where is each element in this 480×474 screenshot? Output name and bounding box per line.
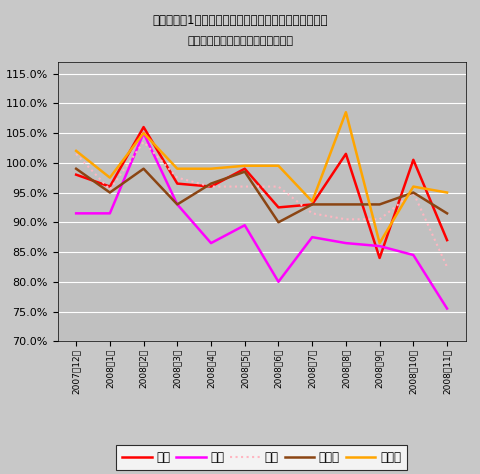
雑誌 [141, 139, 146, 145]
テレビ [377, 240, 383, 246]
全社 [107, 184, 113, 190]
新聞 [107, 210, 113, 216]
雑誌 [242, 184, 248, 190]
Text: 電通の過去1年間における業務別売上高前年同月比推移: 電通の過去1年間における業務別売上高前年同月比推移 [152, 14, 328, 27]
全社 [410, 157, 416, 163]
雑誌 [377, 217, 383, 222]
全社 [276, 205, 281, 210]
ラジオ [276, 219, 281, 225]
Line: テレビ: テレビ [76, 112, 447, 243]
Line: ラジオ: ラジオ [76, 169, 447, 222]
新聞 [343, 240, 349, 246]
雑誌 [208, 184, 214, 190]
Legend: 全社, 新聞, 雑誌, ラジオ, テレビ: 全社, 新聞, 雑誌, ラジオ, テレビ [116, 445, 407, 470]
全社 [141, 124, 146, 130]
全社 [73, 172, 79, 178]
テレビ [208, 166, 214, 172]
全社 [343, 151, 349, 157]
ラジオ [73, 166, 79, 172]
Line: 全社: 全社 [76, 127, 447, 258]
新聞 [410, 252, 416, 258]
新聞 [309, 234, 315, 240]
テレビ [410, 184, 416, 190]
テレビ [309, 199, 315, 204]
新聞 [73, 210, 79, 216]
ラジオ [141, 166, 146, 172]
雑誌 [174, 175, 180, 181]
ラジオ [208, 181, 214, 186]
新聞 [174, 201, 180, 207]
テレビ [73, 148, 79, 154]
雑誌 [107, 187, 113, 192]
新聞 [276, 279, 281, 284]
ラジオ [309, 201, 315, 207]
雑誌 [309, 210, 315, 216]
ラジオ [107, 190, 113, 195]
テレビ [242, 163, 248, 169]
テレビ [174, 166, 180, 172]
全社 [174, 181, 180, 186]
全社 [242, 166, 248, 172]
雑誌 [410, 190, 416, 195]
雑誌 [444, 264, 450, 270]
Line: 雑誌: 雑誌 [76, 142, 447, 267]
テレビ [343, 109, 349, 115]
雑誌 [343, 217, 349, 222]
ラジオ [343, 201, 349, 207]
テレビ [141, 130, 146, 136]
新聞 [377, 243, 383, 249]
雑誌 [276, 184, 281, 190]
テレビ [444, 190, 450, 195]
ラジオ [444, 210, 450, 216]
新聞 [141, 130, 146, 136]
新聞 [208, 240, 214, 246]
雑誌 [73, 151, 79, 157]
ラジオ [174, 201, 180, 207]
ラジオ [377, 201, 383, 207]
新聞 [444, 306, 450, 311]
全社 [309, 201, 315, 207]
テレビ [107, 175, 113, 181]
Text: （全社及び四大既存メディアのみ）: （全社及び四大既存メディアのみ） [187, 36, 293, 46]
全社 [444, 237, 450, 243]
ラジオ [410, 190, 416, 195]
Line: 新聞: 新聞 [76, 133, 447, 309]
テレビ [276, 163, 281, 169]
ラジオ [242, 169, 248, 174]
全社 [208, 184, 214, 190]
全社 [377, 255, 383, 261]
新聞 [242, 222, 248, 228]
